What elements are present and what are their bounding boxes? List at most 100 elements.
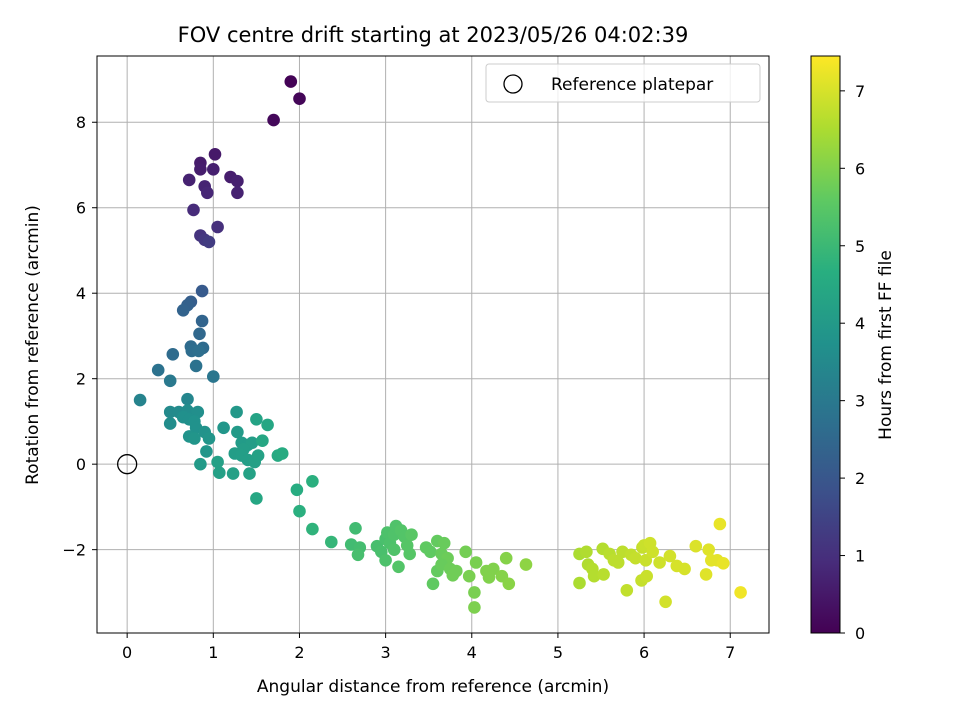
data-point — [450, 564, 463, 578]
data-point — [176, 304, 190, 317]
data-point — [267, 113, 280, 127]
data-point — [487, 562, 500, 576]
x-tick-label: 2 — [294, 643, 304, 662]
data-point — [325, 535, 338, 549]
data-point — [202, 235, 216, 249]
y-tick-label: −2 — [62, 541, 86, 560]
data-point — [702, 543, 715, 556]
data-point — [200, 445, 213, 458]
data-point — [202, 432, 216, 445]
data-point — [502, 577, 516, 591]
data-point — [462, 569, 476, 583]
data-point — [659, 595, 672, 609]
data-point — [699, 568, 713, 581]
chart-title: FOV centre drift starting at 2023/05/26 … — [178, 23, 689, 47]
data-point — [689, 539, 703, 553]
data-point — [663, 549, 677, 563]
data-point — [275, 447, 289, 460]
data-point — [405, 528, 418, 541]
legend-entry-reference: Reference platepar — [551, 75, 713, 95]
colorbar-tick-label: 1 — [855, 547, 865, 566]
data-point — [519, 558, 533, 571]
data-point — [629, 551, 642, 565]
data-point — [208, 148, 222, 161]
data-point — [713, 517, 727, 531]
data-point — [192, 344, 205, 358]
data-point — [207, 163, 220, 176]
data-point — [437, 536, 451, 550]
data-point — [231, 186, 244, 200]
data-point — [201, 186, 214, 200]
data-point — [653, 556, 666, 569]
data-point — [211, 220, 224, 234]
colorbar-gradient — [810, 55, 841, 634]
x-tick-label: 1 — [208, 643, 218, 662]
y-tick-label: 2 — [76, 370, 86, 389]
legend-reference-marker — [503, 74, 523, 94]
colorbar-tick-label: 5 — [855, 237, 865, 256]
x-tick-label: 6 — [639, 643, 649, 662]
data-point — [717, 557, 730, 570]
data-point — [133, 393, 147, 407]
colorbar-ticks: 0 1 2 3 4 5 6 7 — [840, 82, 865, 643]
data-point — [349, 522, 362, 535]
data-point — [611, 556, 625, 569]
data-point — [734, 586, 747, 599]
data-point — [193, 327, 206, 341]
data-point — [392, 560, 405, 574]
y-tick-label: 0 — [76, 455, 86, 474]
data-point — [195, 284, 209, 298]
y-tick-label: 4 — [76, 284, 86, 303]
data-point — [181, 392, 194, 406]
data-point — [194, 163, 207, 176]
data-point — [424, 545, 437, 559]
data-point — [284, 75, 298, 88]
data-point — [231, 174, 244, 188]
y-tick-label: 6 — [76, 199, 86, 218]
data-point — [256, 434, 269, 448]
data-point — [290, 483, 304, 497]
legend-box — [485, 63, 761, 103]
data-point — [250, 492, 263, 505]
data-point — [499, 551, 513, 565]
x-tick-label: 3 — [381, 643, 391, 662]
data-point — [293, 504, 306, 518]
colorbar-tick-label: 2 — [855, 469, 865, 488]
grid-lines — [97, 56, 769, 633]
data-point — [379, 554, 392, 567]
data-point — [245, 436, 259, 450]
colorbar: 0 1 2 3 4 5 6 7 Hours from first FF file — [810, 55, 896, 643]
data-point — [187, 203, 200, 217]
colorbar-tick-label: 7 — [855, 82, 865, 101]
data-point — [163, 374, 177, 388]
data-point — [250, 413, 263, 426]
reference-marker-group — [117, 454, 138, 475]
data-point — [306, 475, 319, 488]
data-point — [403, 547, 417, 561]
data-point — [226, 467, 240, 480]
legend: Reference platepar — [485, 63, 761, 103]
data-point — [207, 370, 220, 383]
data-points — [133, 75, 747, 614]
data-point — [293, 92, 306, 105]
axis-ticks: 0 1 2 3 4 5 6 7 −2 0 2 4 6 8 — [62, 113, 735, 662]
data-point — [211, 455, 224, 469]
x-tick-label: 4 — [467, 643, 477, 662]
x-tick-label: 0 — [122, 643, 132, 662]
data-point — [620, 584, 634, 597]
data-point — [573, 576, 586, 590]
data-point — [580, 545, 593, 559]
data-point — [194, 457, 207, 471]
x-tick-label: 5 — [553, 643, 563, 662]
colorbar-label: Hours from first FF file — [876, 250, 896, 440]
colorbar-tick-label: 3 — [855, 392, 865, 411]
data-point — [468, 601, 481, 614]
data-point — [459, 545, 473, 559]
data-point — [639, 554, 653, 567]
data-point — [151, 363, 165, 377]
data-point — [468, 586, 481, 599]
data-point — [261, 418, 274, 432]
data-point — [213, 466, 226, 480]
data-point — [231, 425, 244, 439]
